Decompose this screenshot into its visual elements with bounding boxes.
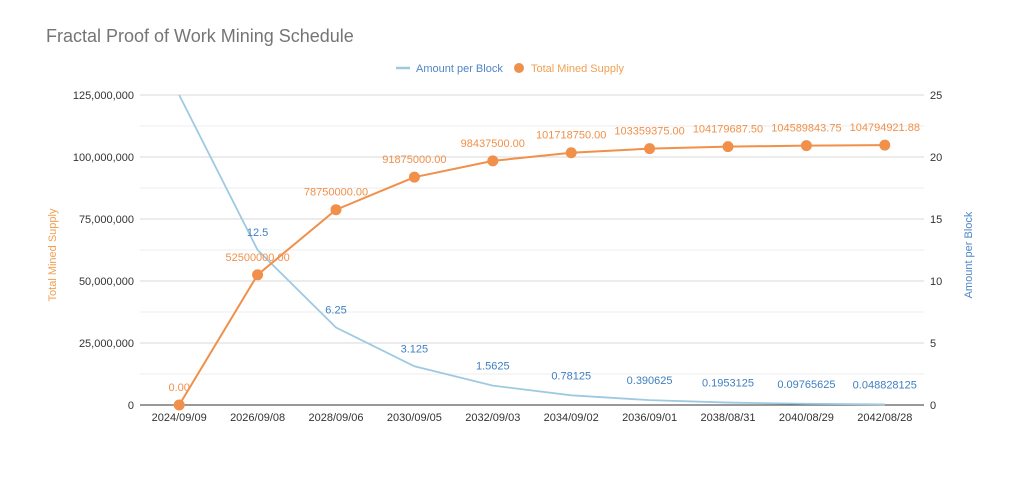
point-total-mined-supply — [565, 147, 577, 159]
left-axis-tick-label: 25,000,000 — [79, 338, 134, 350]
left-axis-tick-label: 0 — [128, 400, 134, 412]
series-total-mined-supply — [173, 139, 891, 411]
left-axis-tick-label: 50,000,000 — [79, 276, 134, 288]
gridlines — [140, 94, 924, 406]
data-label-total-mined-supply: 104179687.50 — [693, 124, 763, 136]
data-label-amount-per-block: 0.78125 — [551, 370, 591, 382]
data-label-amount-per-block: 12.5 — [247, 227, 268, 239]
data-label-total-mined-supply: 0.00 — [168, 382, 189, 394]
x-axis-ticks: 2024/09/09 2026/09/08 2028/09/06 2030/09/05… — [152, 412, 913, 424]
left-axis-tick-label: 125,000,000 — [73, 90, 134, 102]
right-axis-tick-label: 15 — [930, 214, 942, 226]
right-axis-ticks: 0 5 10 15 20 25 — [930, 90, 942, 412]
x-axis-tick-label: 2042/08/28 — [857, 412, 912, 424]
right-axis-title: Amount per Block — [963, 211, 975, 298]
data-label-amount-per-block: 0.09765625 — [777, 379, 835, 391]
x-axis-tick-label: 2036/09/01 — [622, 412, 677, 424]
right-axis-tick-label: 5 — [930, 338, 936, 350]
x-axis-tick-label: 2032/09/03 — [465, 412, 520, 424]
point-total-mined-supply — [879, 139, 891, 151]
x-axis-tick-label: 2040/08/29 — [779, 412, 834, 424]
line-total-mined-supply — [178, 144, 885, 406]
data-label-total-mined-supply: 78750000.00 — [304, 187, 368, 199]
right-axis-tick-label: 20 — [930, 152, 942, 164]
x-axis-tick-label: 2030/09/05 — [387, 412, 442, 424]
data-label-amount-per-block: 3.125 — [401, 343, 429, 355]
point-total-mined-supply — [644, 143, 656, 155]
left-axis-ticks: 0 25,000,000 50,000,000 75,000,000 100,000,0… — [73, 90, 134, 412]
data-labels-total-mined-supply: 0.00 52500000.00 78750000.00 91875000.00 984… — [168, 122, 919, 394]
legend-swatch-total-mined-supply — [514, 63, 524, 73]
data-label-total-mined-supply: 104589843.75 — [771, 123, 841, 135]
data-label-total-mined-supply: 101718750.00 — [536, 130, 606, 142]
data-label-amount-per-block: 6.25 — [325, 305, 346, 317]
data-label-amount-per-block: 0.1953125 — [702, 378, 754, 390]
series-amount-per-block — [178, 94, 885, 406]
left-axis-tick-label: 100,000,000 — [73, 152, 134, 164]
data-label-total-mined-supply: 103359375.00 — [614, 126, 684, 138]
x-axis-tick-label: 2026/09/08 — [230, 412, 285, 424]
line-amount-per-block — [178, 94, 885, 406]
data-label-total-mined-supply: 98437500.00 — [461, 138, 525, 150]
data-label-amount-per-block: 0.048828125 — [853, 379, 917, 391]
point-total-mined-supply — [722, 141, 734, 153]
right-axis-tick-label: 10 — [930, 276, 942, 288]
legend: Amount per Block Total Mined Supply — [396, 63, 624, 75]
right-axis-tick-label: 0 — [930, 400, 936, 412]
data-label-amount-per-block: 1.5625 — [476, 361, 510, 373]
left-axis-tick-label: 75,000,000 — [79, 214, 134, 226]
x-axis-tick-label: 2024/09/09 — [152, 412, 207, 424]
data-label-total-mined-supply: 52500000.00 — [225, 252, 289, 264]
legend-label-amount-per-block: Amount per Block — [416, 63, 503, 75]
chart-title: Fractal Proof of Work Mining Schedule — [46, 26, 354, 46]
data-label-amount-per-block: 0.390625 — [627, 375, 673, 387]
x-axis-tick-label: 2034/09/02 — [544, 412, 599, 424]
point-total-mined-supply — [408, 171, 420, 183]
legend-label-total-mined-supply: Total Mined Supply — [531, 63, 624, 75]
x-axis-tick-label: 2028/09/06 — [308, 412, 363, 424]
point-total-mined-supply — [330, 204, 342, 216]
left-axis-title: Total Mined Supply — [47, 208, 59, 301]
x-axis-tick-label: 2038/08/31 — [700, 412, 755, 424]
point-total-mined-supply — [173, 399, 185, 411]
data-labels-amount-per-block: 12.5 6.25 3.125 1.5625 0.78125 0.390625 0.1953… — [247, 227, 917, 391]
right-axis-tick-label: 25 — [930, 90, 942, 102]
data-label-total-mined-supply: 104794921.88 — [850, 122, 920, 134]
data-label-total-mined-supply: 91875000.00 — [382, 154, 446, 166]
point-total-mined-supply — [487, 155, 499, 167]
point-total-mined-supply — [800, 140, 812, 152]
point-total-mined-supply — [252, 269, 264, 281]
